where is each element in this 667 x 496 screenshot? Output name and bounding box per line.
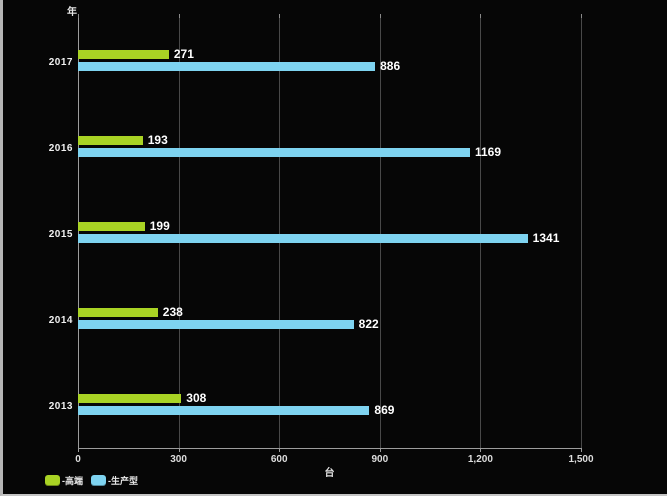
bar-高端	[78, 308, 158, 317]
x-tick-label: 600	[270, 454, 288, 465]
gridline	[581, 18, 582, 448]
x-axis-line	[78, 448, 581, 449]
legend-swatch-blue	[91, 475, 106, 486]
bar-生产型	[78, 234, 528, 243]
y-axis-title: 年	[67, 7, 77, 18]
bar-value-label: 1169	[475, 145, 502, 159]
x-tick-label: 1,200	[467, 454, 493, 465]
bar-生产型	[78, 148, 470, 157]
x-axis-tick	[581, 448, 582, 452]
x-tick-label: 1,500	[568, 454, 594, 465]
bar-value-label: 308	[186, 391, 207, 405]
bar-高端	[78, 50, 169, 59]
legend-label-series1: -高端	[62, 476, 83, 486]
x-axis-tick	[279, 448, 281, 452]
category-label: 2013	[48, 401, 73, 412]
legend-swatch-green	[45, 475, 60, 486]
category-label: 2016	[48, 143, 73, 154]
bar-value-label: 199	[149, 219, 170, 233]
gridline-top-tick	[279, 14, 281, 18]
y-axis-line	[78, 18, 79, 448]
gridline	[480, 18, 482, 448]
gridline	[279, 18, 281, 448]
legend: -高端 -生产型	[45, 474, 138, 487]
x-axis-tick	[78, 448, 79, 452]
x-axis-title: 台	[324, 468, 335, 479]
x-tick-label: 300	[170, 454, 187, 465]
x-axis-tick	[379, 448, 381, 452]
bar-value-label: 822	[358, 317, 379, 331]
bar-生产型	[78, 406, 370, 415]
bar-生产型	[78, 62, 376, 71]
legend-item-series2: -生产型	[91, 474, 138, 487]
category-label: 2014	[48, 315, 73, 326]
gridline-top-tick	[480, 14, 482, 18]
bar-value-label: 238	[162, 305, 183, 319]
gridline	[379, 18, 381, 448]
bar-value-label: 193	[147, 133, 168, 147]
x-axis-tick	[178, 448, 180, 452]
x-tick-label: 900	[371, 454, 389, 465]
bar-高端	[78, 222, 145, 231]
bar-value-label: 869	[374, 403, 395, 417]
gridline-top-tick	[379, 14, 381, 18]
legend-label-series2: -生产型	[108, 476, 138, 486]
bar-value-label: 1341	[532, 231, 560, 245]
bar-value-label: 271	[173, 47, 194, 61]
bar-高端	[78, 394, 182, 403]
gridline-top-tick	[178, 14, 180, 18]
bar-生产型	[78, 320, 354, 329]
bar-value-label: 886	[380, 59, 401, 73]
gridline-top-tick	[581, 14, 582, 18]
category-label: 2015	[48, 229, 73, 240]
category-label: 2017	[48, 57, 73, 68]
bar-高端	[78, 136, 143, 145]
legend-item-series1: -高端	[45, 474, 83, 487]
x-tick-label: 0	[75, 454, 81, 465]
x-axis-tick	[480, 448, 482, 452]
gridline-top-tick	[78, 14, 79, 18]
gridline	[178, 18, 180, 448]
